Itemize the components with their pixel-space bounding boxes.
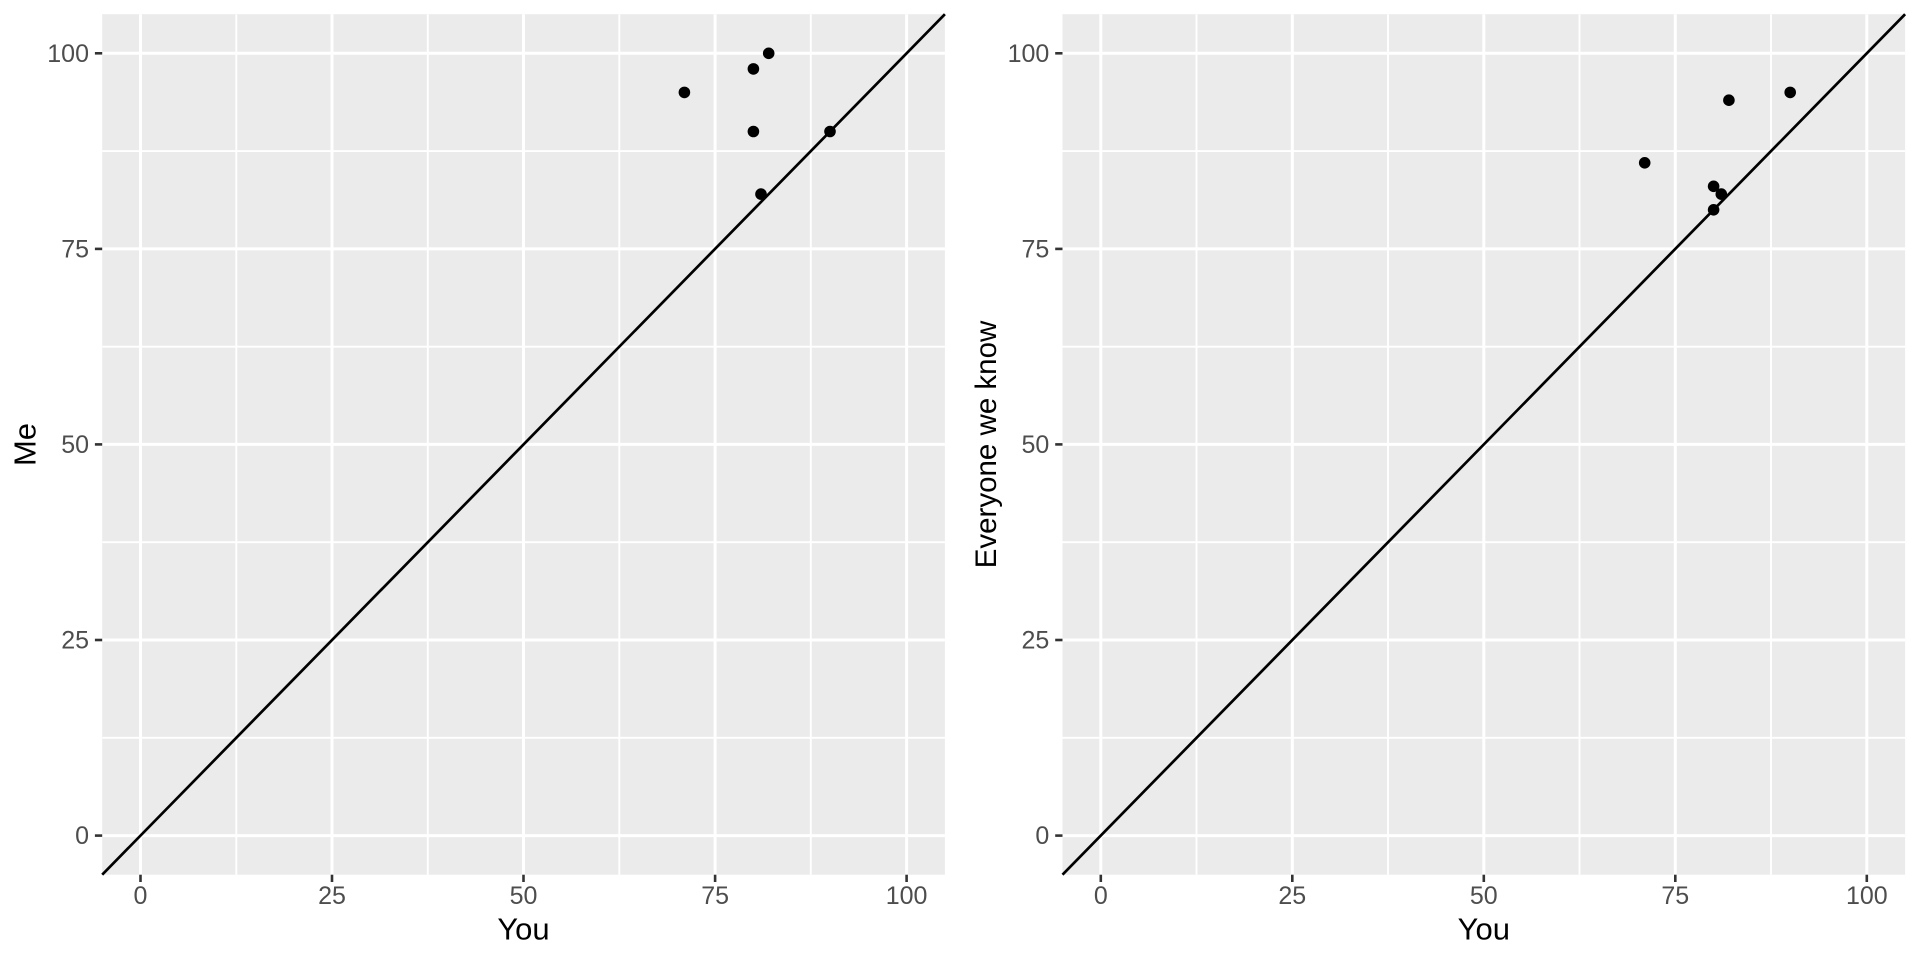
svg-text:100: 100 <box>886 882 928 910</box>
svg-text:100: 100 <box>1008 40 1050 68</box>
svg-text:25: 25 <box>1021 627 1049 655</box>
svg-text:25: 25 <box>61 627 89 655</box>
svg-text:You: You <box>1458 911 1510 946</box>
svg-text:100: 100 <box>1846 882 1888 910</box>
svg-text:0: 0 <box>1035 822 1049 850</box>
svg-text:50: 50 <box>1021 431 1049 459</box>
svg-text:25: 25 <box>1278 882 1306 910</box>
svg-text:75: 75 <box>61 236 89 264</box>
svg-text:Me: Me <box>8 423 43 466</box>
svg-text:100: 100 <box>47 40 89 68</box>
svg-text:75: 75 <box>701 882 729 910</box>
svg-text:25: 25 <box>318 882 346 910</box>
svg-text:Everyone we know: Everyone we know <box>970 320 1003 568</box>
svg-text:75: 75 <box>1021 236 1049 264</box>
svg-text:50: 50 <box>510 882 538 910</box>
svg-text:75: 75 <box>1661 882 1689 910</box>
svg-text:50: 50 <box>61 431 89 459</box>
svg-text:You: You <box>497 911 549 946</box>
svg-text:0: 0 <box>1094 882 1108 910</box>
svg-text:0: 0 <box>75 822 89 850</box>
svg-text:50: 50 <box>1470 882 1498 910</box>
svg-text:0: 0 <box>134 882 148 910</box>
